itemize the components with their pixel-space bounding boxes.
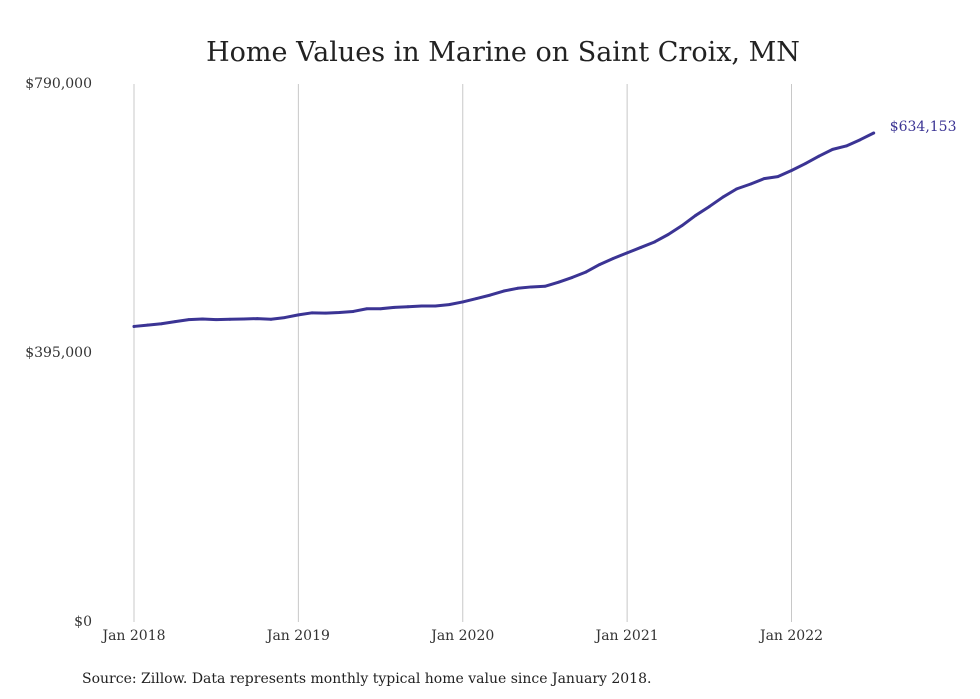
data-point xyxy=(872,131,876,135)
x-tick-label: Jan 2021 xyxy=(594,628,659,644)
data-point xyxy=(844,144,848,148)
data-point xyxy=(598,263,602,266)
data-point xyxy=(433,304,437,308)
data-point xyxy=(653,240,656,244)
data-point xyxy=(625,251,629,255)
data-point xyxy=(639,246,643,249)
data-point xyxy=(296,313,300,317)
x-tick-label: Jan 2018 xyxy=(100,628,165,644)
data-point xyxy=(214,318,218,322)
data-point xyxy=(242,317,245,321)
data-points xyxy=(132,131,876,328)
data-point xyxy=(584,270,588,274)
data-point xyxy=(570,276,574,279)
source-note: Source: Zillow. Data represents monthly … xyxy=(82,671,651,687)
data-point xyxy=(749,182,752,186)
data-point xyxy=(680,224,684,228)
x-tick-label: Jan 2020 xyxy=(429,628,494,644)
data-point xyxy=(707,205,711,208)
data-point xyxy=(283,316,287,319)
gridlines xyxy=(133,84,792,622)
data-point xyxy=(146,323,150,327)
data-point xyxy=(694,214,698,217)
data-point xyxy=(201,317,204,321)
data-point xyxy=(365,307,369,311)
data-point xyxy=(310,311,314,315)
data-point xyxy=(475,297,478,300)
x-tick-label: Jan 2022 xyxy=(758,628,823,644)
data-point xyxy=(557,280,561,284)
data-point xyxy=(160,322,163,326)
data-point xyxy=(392,305,396,309)
data-point xyxy=(379,307,382,311)
data-point xyxy=(173,320,177,324)
data-point xyxy=(721,195,725,199)
data-point xyxy=(502,289,506,293)
chart-title: Home Values in Marine on Saint Croix, MN xyxy=(206,37,800,68)
data-point xyxy=(420,304,424,308)
data-point xyxy=(735,187,739,191)
data-point xyxy=(858,138,862,142)
data-point xyxy=(790,169,793,172)
x-tick-label: Jan 2019 xyxy=(265,628,330,644)
data-point xyxy=(543,284,547,288)
data-point xyxy=(516,286,519,290)
data-point xyxy=(762,177,766,181)
end-value-label: $634,153 xyxy=(890,119,957,135)
data-point xyxy=(447,303,451,307)
data-point xyxy=(269,317,273,321)
data-point xyxy=(817,154,821,158)
data-point xyxy=(461,300,465,304)
data-point xyxy=(228,317,232,321)
data-point xyxy=(406,305,410,309)
x-axis-ticks: Jan 2018 Jan 2019 Jan 2020 Jan 2021 Jan 2022 xyxy=(100,628,823,644)
data-point xyxy=(338,311,341,314)
data-point xyxy=(612,256,615,260)
data-point xyxy=(529,285,533,289)
y-tick-label: $0 xyxy=(74,614,92,630)
data-point xyxy=(666,233,670,236)
data-point xyxy=(351,310,355,313)
data-point xyxy=(803,162,807,166)
data-point xyxy=(488,293,492,297)
data-point xyxy=(776,175,780,179)
y-tick-label: $790,000 xyxy=(25,76,92,92)
y-tick-label: $395,000 xyxy=(25,345,92,361)
data-point xyxy=(831,147,834,151)
data-point xyxy=(324,311,328,315)
data-point xyxy=(132,325,136,328)
data-point xyxy=(187,318,191,322)
home-value-line xyxy=(132,131,876,328)
y-axis-ticks: $0 $395,000 $790,000 xyxy=(25,76,92,630)
data-point xyxy=(255,317,259,321)
